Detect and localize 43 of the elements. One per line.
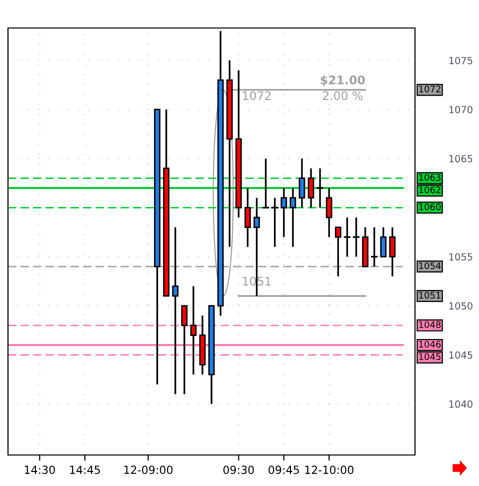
candlestick [389, 226, 396, 278]
candlestick [334, 226, 342, 278]
candlestick [244, 187, 251, 248]
y-tick-label: 1070 [449, 106, 472, 114]
ref-line-label: 1048 [419, 321, 441, 328]
x-tick-label: 14:45 [70, 466, 100, 474]
candlestick [280, 187, 288, 238]
candlestick [172, 226, 179, 395]
y-tick-label: 1075 [449, 56, 472, 64]
x-tick-label: 09:45 [268, 466, 299, 474]
candlestick [344, 216, 350, 258]
candlestick [326, 187, 332, 238]
annotation: 1072 [242, 91, 271, 100]
candlestick [271, 196, 278, 248]
ref-line-label: 1060 [419, 203, 441, 210]
annotation: $21.00 [320, 75, 365, 86]
y-tick-label: 1040 [449, 400, 472, 408]
candlestick [352, 216, 360, 258]
ref-line-label: 1046 [419, 340, 441, 348]
candlestick [181, 304, 188, 395]
x-tick-label: 09:30 [223, 466, 254, 474]
y-tick-label: 1045 [449, 351, 472, 359]
candlestick [316, 168, 324, 208]
y-tick-label: 1050 [449, 302, 472, 310]
annotation: 2.00 % [322, 91, 363, 100]
text: 1051 [419, 292, 440, 299]
text: 1072 [419, 86, 440, 92]
y-tick-label: 1055 [449, 253, 472, 261]
y-tick-label: 1065 [449, 155, 472, 162]
ref-line-label: 1045 [419, 353, 440, 360]
x-tick-label: 12-10:00 [305, 466, 354, 474]
candlestick [190, 285, 197, 376]
candlestick [380, 226, 387, 258]
ref-line-label: 1063 [419, 174, 441, 181]
candlestick [308, 168, 314, 208]
ref-line-label: 1054 [419, 262, 441, 270]
x-tick-label: 14:30 [24, 466, 55, 474]
candlestick [370, 226, 378, 268]
ref-line-label: 1062 [419, 186, 440, 194]
candlestick [262, 158, 270, 208]
candlestick [298, 158, 306, 208]
x-tick-label: 12-09:00 [124, 466, 173, 474]
candlestick [290, 187, 296, 248]
